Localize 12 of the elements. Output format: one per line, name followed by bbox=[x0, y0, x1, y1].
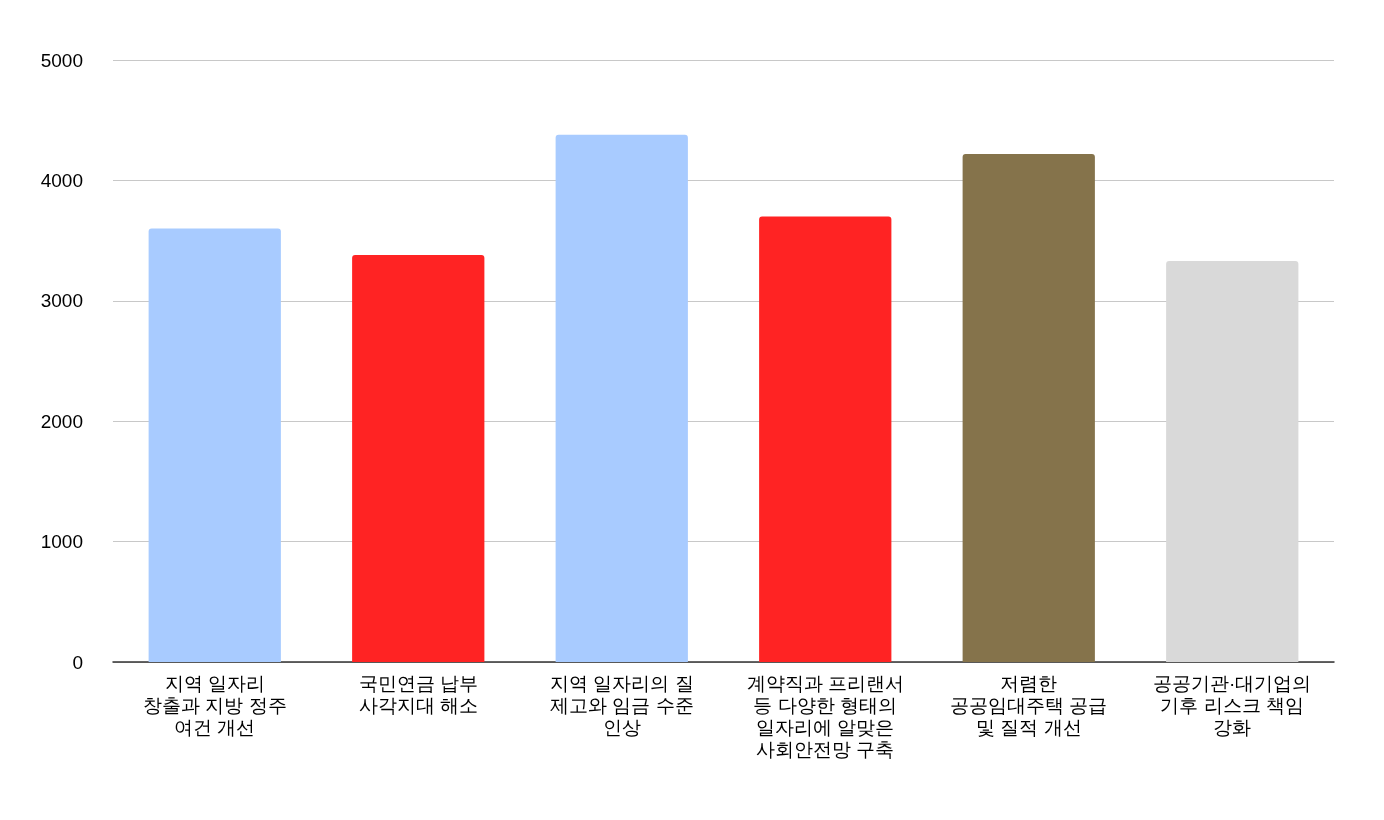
x-tick-label: 국민연금 납부 사각지대 해소 bbox=[358, 672, 478, 716]
x-tick-label: 지역 일자리의 질 제고와 임금 수준 인상 bbox=[549, 672, 694, 738]
x-tick-label: 계약직과 프리랜서 등 다양한 형태의 일자리에 알맞은 사회안전망 구축 bbox=[746, 672, 904, 760]
x-tick-label: 저렴한 공공임대주택 공급 및 질적 개선 bbox=[950, 672, 1108, 738]
y-tick-label: 5000 bbox=[40, 49, 83, 71]
y-tick-label: 0 bbox=[72, 651, 83, 673]
y-tick-label: 3000 bbox=[40, 290, 83, 312]
x-tick-label: 공공기관·대기업의 기후 리스크 책임 강화 bbox=[1153, 672, 1312, 738]
x-tick-label: 지역 일자리 창출과 지방 정주 여건 개선 bbox=[142, 672, 287, 738]
y-tick-label: 4000 bbox=[40, 169, 83, 191]
y-tick-label: 1000 bbox=[40, 531, 83, 553]
y-tick-label: 2000 bbox=[40, 410, 83, 432]
